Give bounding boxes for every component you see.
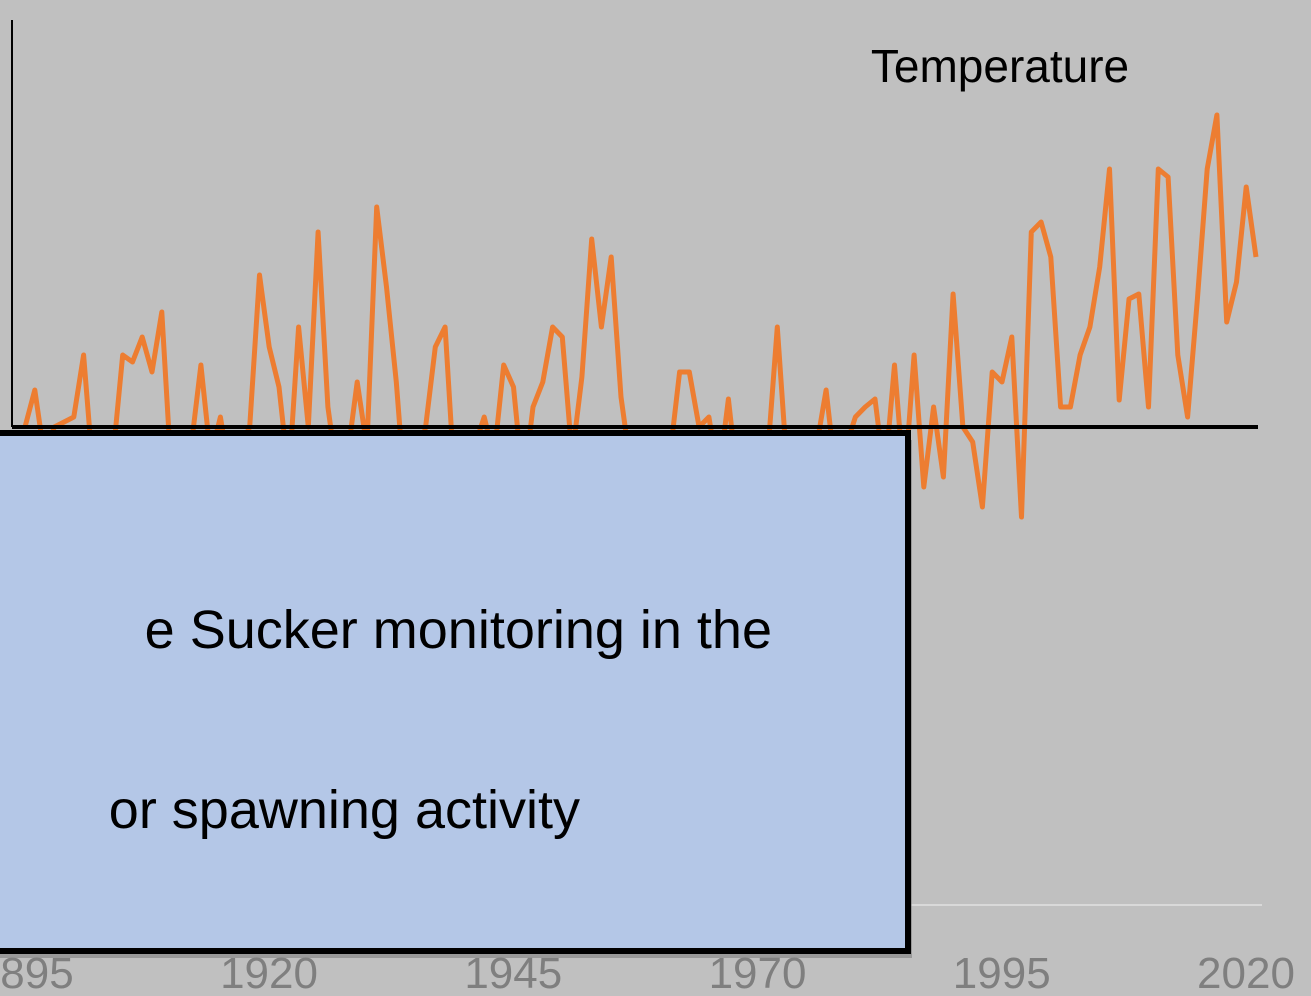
x-tick-label: 2020 — [1197, 949, 1295, 996]
x-tick-label: 1995 — [953, 949, 1051, 996]
overlay-text: or spawning activity — [109, 780, 580, 840]
annotation: Temperature — [871, 40, 1129, 92]
overlay-box — [0, 430, 911, 954]
x-tick-label: 1895 — [0, 949, 74, 996]
overlay-text: e Sucker monitoring in the — [145, 600, 772, 660]
x-tick-label: 1970 — [709, 949, 807, 996]
x-ticks: 1895 1920 1945 1970 1995 2020 — [0, 949, 1295, 996]
x-tick-label: 1920 — [220, 949, 318, 996]
x-tick-label: 1945 — [464, 949, 562, 996]
